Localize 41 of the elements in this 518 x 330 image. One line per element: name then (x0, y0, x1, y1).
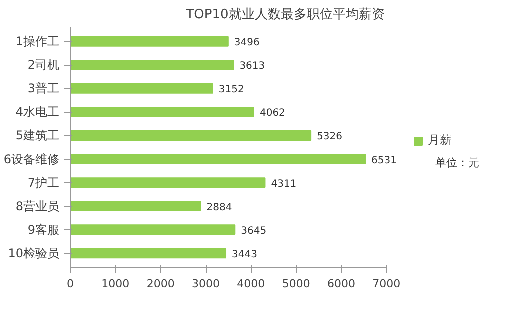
y-tick-label: 10检验员 (8, 246, 60, 260)
x-tick-label: 3000 (192, 278, 220, 290)
bar (70, 36, 229, 47)
bar (70, 154, 366, 164)
data-label: 3645 (241, 226, 267, 237)
bar (70, 60, 234, 70)
bar (70, 224, 236, 236)
bar (70, 201, 202, 212)
bar (70, 83, 214, 94)
data-label: 5326 (317, 132, 343, 143)
x-tick-label: 1000 (102, 278, 130, 290)
y-tick-label: 5建筑工 (16, 128, 60, 143)
x-tick-label: 5000 (282, 278, 310, 290)
y-tick-label: 1操作工 (16, 34, 60, 49)
y-tick-label: 7护工 (28, 176, 60, 190)
bar (70, 248, 227, 259)
data-label: 3496 (234, 38, 260, 49)
y-tick-label: 9客服 (28, 222, 60, 237)
x-tick-label: 0 (67, 278, 74, 290)
bar (70, 130, 312, 141)
data-label: 3443 (232, 249, 258, 260)
legend-label: 月薪 (428, 132, 452, 149)
y-tick-label: 4水电工 (16, 105, 60, 120)
data-label: 3152 (218, 84, 244, 96)
data-label: 2884 (206, 202, 232, 214)
x-tick-label: 6000 (328, 278, 356, 290)
y-tick-label: 6设备维修 (4, 152, 60, 166)
y-tick-label: 2司机 (28, 58, 60, 72)
x-tick-label: 2000 (146, 278, 175, 290)
data-label: 4311 (271, 178, 297, 190)
data-label: 3613 (240, 61, 266, 72)
x-tick-label: 4000 (237, 278, 266, 290)
bar (70, 107, 254, 118)
bar (70, 178, 266, 188)
text: 单位：元 (436, 156, 480, 170)
x-tick-label: 7000 (372, 278, 401, 290)
data-label: 6531 (371, 155, 397, 166)
y-tick-label: 3普工 (28, 82, 60, 96)
y-tick-label: 8营业员 (16, 199, 60, 214)
data-label: 4062 (260, 108, 286, 120)
chart-title: TOP10就业人数最多职位平均薪资 (185, 8, 385, 22)
